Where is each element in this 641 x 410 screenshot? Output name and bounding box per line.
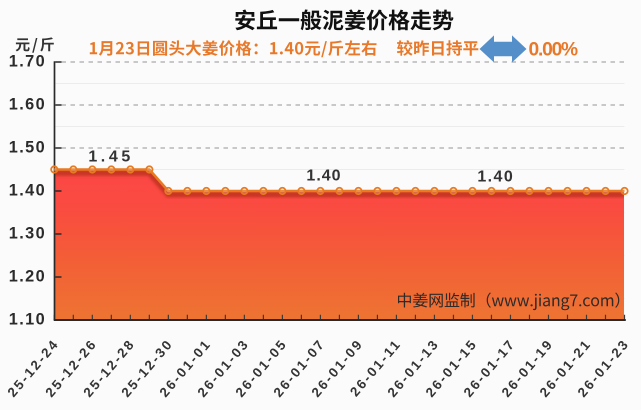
svg-text:1.70: 1.70 — [9, 53, 47, 71]
svg-text:1.50: 1.50 — [9, 139, 47, 157]
svg-text:1.40: 1.40 — [9, 182, 47, 200]
svg-text:1.30: 1.30 — [9, 225, 47, 243]
svg-text:0.00%: 0.00% — [529, 40, 579, 61]
svg-text:1.40: 1.40 — [477, 168, 514, 185]
svg-text:1.45: 1.45 — [88, 149, 134, 166]
svg-text:1.60: 1.60 — [9, 96, 47, 114]
svg-text:1.40: 1.40 — [306, 167, 341, 184]
svg-text:1.10: 1.10 — [9, 311, 47, 329]
svg-text:1.20: 1.20 — [9, 268, 47, 286]
